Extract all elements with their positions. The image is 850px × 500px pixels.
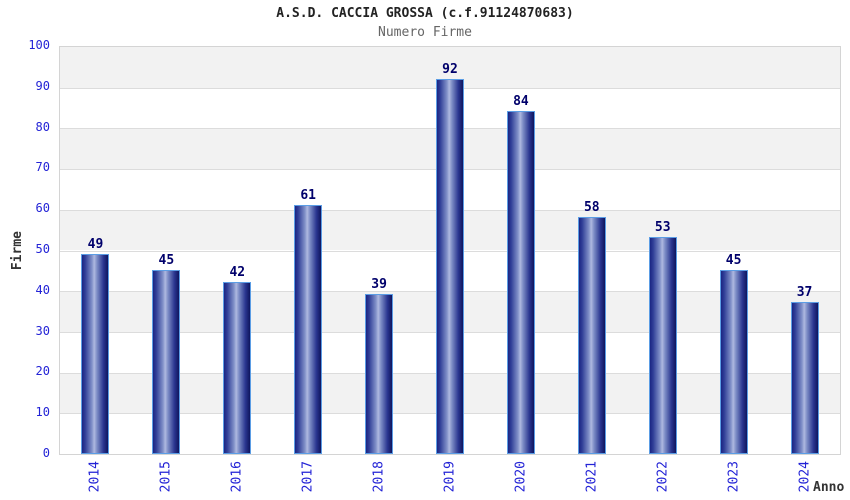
y-tick-label: 0 — [42, 446, 50, 460]
bar-value-label: 42 — [229, 265, 246, 281]
bar-value-label: 37 — [796, 285, 813, 301]
x-tick-label: 2021 — [584, 461, 600, 493]
y-tick-label: 100 — [28, 38, 50, 52]
y-tick-label: 80 — [35, 119, 50, 134]
x-tick-label: 2019 — [442, 461, 458, 493]
x-tick-label: 2018 — [371, 461, 387, 493]
y-tick-label: 70 — [35, 160, 50, 175]
bar-value-label: 92 — [442, 61, 458, 77]
x-tick-label: 2017 — [300, 461, 316, 493]
x-tick-label: 2014 — [87, 461, 103, 493]
x-tick-label: 2023 — [726, 461, 742, 493]
x-tick-label: 2020 — [513, 461, 529, 493]
y-tick-label: 10 — [35, 405, 50, 420]
x-tick-label: 2016 — [229, 461, 245, 493]
bar-value-label: 84 — [513, 94, 529, 110]
bar-2023 — [719, 269, 748, 454]
bar-2020 — [506, 111, 535, 454]
bar-2022 — [648, 237, 677, 454]
chart-title: A.S.D. CACCIA GROSSA (c.f.91124870683) — [276, 6, 574, 21]
bar-2019 — [436, 78, 464, 454]
y-tick-label: 60 — [35, 201, 50, 216]
bar-2014 — [81, 253, 110, 454]
y-tick-label: 30 — [35, 323, 50, 338]
bar-2024 — [790, 302, 819, 454]
x-tick-label: 2015 — [158, 461, 174, 493]
bar-value-label: 58 — [583, 199, 600, 215]
plot-area: 49 45 42 61 39 92 84 58 53 45 37 — [59, 46, 841, 455]
bar-value-label: 61 — [300, 187, 316, 203]
x-tick-label: 2024 — [797, 461, 813, 493]
y-tick-label: 20 — [35, 364, 50, 379]
chart-subtitle: Numero Firme — [378, 25, 472, 40]
bar-2018 — [365, 294, 394, 454]
bar-2016 — [223, 282, 252, 454]
bar-value-label: 45 — [725, 252, 742, 268]
bar-2015 — [152, 269, 181, 454]
bar-2021 — [577, 216, 606, 454]
bar-value-label: 49 — [87, 236, 104, 252]
x-tick-label: 2022 — [655, 461, 671, 493]
y-tick-label: 40 — [35, 282, 50, 297]
y-tick-label: 50 — [35, 242, 50, 256]
bar-value-label: 53 — [654, 220, 671, 236]
bar-2017 — [294, 204, 323, 454]
bar-value-label: 45 — [158, 252, 175, 268]
bar-value-label: 39 — [371, 277, 387, 293]
y-tick-label: 90 — [35, 78, 50, 93]
x-axis-title: Anno — [813, 480, 845, 495]
